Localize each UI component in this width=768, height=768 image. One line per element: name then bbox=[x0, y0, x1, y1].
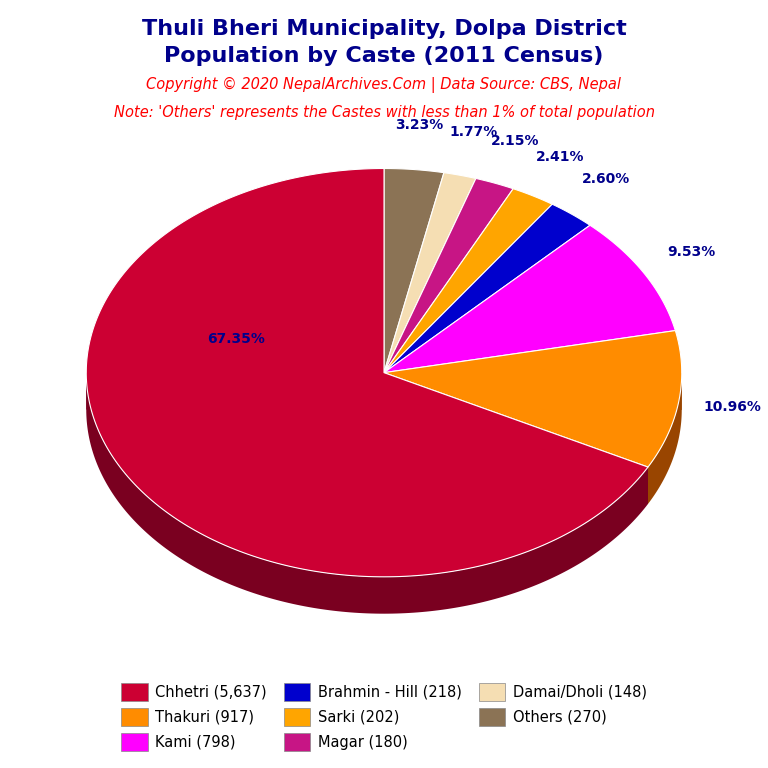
Polygon shape bbox=[86, 372, 648, 614]
Polygon shape bbox=[648, 373, 682, 504]
Text: Population by Caste (2011 Census): Population by Caste (2011 Census) bbox=[164, 46, 604, 66]
Text: 3.23%: 3.23% bbox=[396, 118, 444, 132]
Polygon shape bbox=[384, 189, 552, 372]
Text: 2.60%: 2.60% bbox=[581, 172, 630, 187]
Legend: Chhetri (5,637), Thakuri (917), Kami (798), Brahmin - Hill (218), Sarki (202), M: Chhetri (5,637), Thakuri (917), Kami (79… bbox=[116, 677, 652, 757]
Polygon shape bbox=[384, 372, 648, 504]
Text: Thuli Bheri Municipality, Dolpa District: Thuli Bheri Municipality, Dolpa District bbox=[141, 19, 627, 39]
Text: 1.77%: 1.77% bbox=[449, 125, 498, 139]
Polygon shape bbox=[384, 330, 682, 467]
Polygon shape bbox=[384, 372, 682, 410]
Text: 2.41%: 2.41% bbox=[536, 150, 584, 164]
Polygon shape bbox=[86, 168, 648, 577]
Polygon shape bbox=[384, 168, 444, 372]
Polygon shape bbox=[384, 372, 648, 504]
Polygon shape bbox=[86, 372, 384, 409]
Polygon shape bbox=[384, 225, 675, 372]
Text: 67.35%: 67.35% bbox=[207, 332, 266, 346]
Text: Note: 'Others' represents the Castes with less than 1% of total population: Note: 'Others' represents the Castes wit… bbox=[114, 105, 654, 121]
Text: 10.96%: 10.96% bbox=[703, 399, 761, 414]
Polygon shape bbox=[384, 173, 476, 372]
Text: 2.15%: 2.15% bbox=[491, 134, 539, 148]
Polygon shape bbox=[384, 178, 513, 372]
Polygon shape bbox=[384, 204, 590, 372]
Text: 9.53%: 9.53% bbox=[667, 245, 715, 259]
Text: Copyright © 2020 NepalArchives.Com | Data Source: CBS, Nepal: Copyright © 2020 NepalArchives.Com | Dat… bbox=[147, 77, 621, 93]
